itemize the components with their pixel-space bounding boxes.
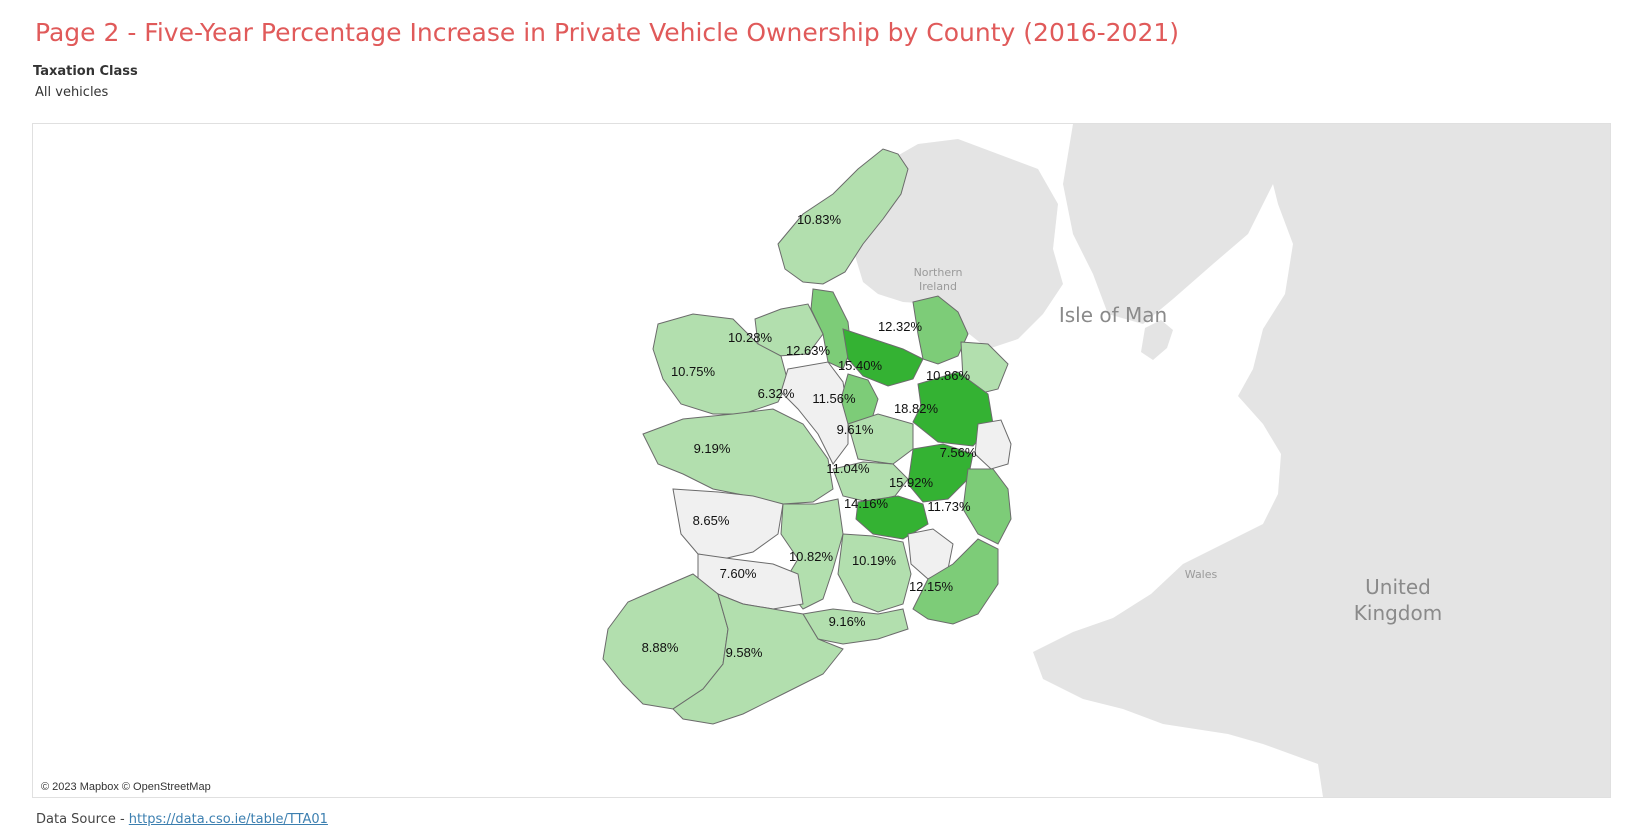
- county-clare[interactable]: [672, 488, 784, 560]
- uk-label-line1: United: [1365, 575, 1431, 599]
- value-label-clare: 8.65%: [693, 513, 730, 528]
- value-label-mayo: 10.75%: [671, 364, 716, 379]
- value-label-meath: 18.82%: [894, 401, 939, 416]
- value-label-monaghan: 12.32%: [878, 319, 923, 334]
- county-kildare[interactable]: [907, 443, 974, 503]
- county-galway[interactable]: [642, 408, 834, 505]
- map-canvas[interactable]: Northern Ireland Isle of Man Wales Unite…: [33, 124, 1610, 797]
- value-label-waterford: 9.16%: [829, 614, 866, 629]
- uk-label-line2: Kingdom: [1354, 601, 1442, 625]
- value-label-dublin: 7.56%: [940, 445, 977, 460]
- value-label-wicklow: 11.73%: [927, 499, 971, 514]
- value-label-kerry: 8.88%: [642, 640, 679, 655]
- value-label-sligo: 10.28%: [728, 330, 773, 345]
- county-shapes: [602, 148, 1012, 725]
- map-attribution[interactable]: © 2023 Mapbox © OpenStreetMap: [41, 781, 211, 793]
- map-view[interactable]: Northern Ireland Isle of Man Wales Unite…: [32, 123, 1611, 798]
- county-cork[interactable]: [672, 593, 844, 725]
- county-cavan[interactable]: [842, 328, 924, 387]
- county-meath[interactable]: [912, 371, 994, 447]
- scotland-land: [1063, 124, 1288, 324]
- data-source-link[interactable]: https://data.cso.ie/table/TTA01: [128, 812, 328, 827]
- value-label-laois: 14.16%: [844, 496, 889, 511]
- county-dublin[interactable]: [974, 419, 1012, 470]
- county-wexford[interactable]: [912, 538, 999, 625]
- county-wicklow[interactable]: [962, 468, 1012, 545]
- value-label-cavan: 15.40%: [838, 358, 883, 373]
- county-kilkenny[interactable]: [837, 533, 912, 613]
- value-label-wexford: 12.15%: [909, 579, 954, 594]
- northern-ireland-label-line2: Ireland: [919, 280, 957, 293]
- county-monaghan[interactable]: [912, 295, 969, 365]
- value-label-westmeath: 9.61%: [837, 422, 874, 437]
- data-source-prefix: Data Source -: [36, 812, 129, 827]
- county-waterford[interactable]: [802, 608, 909, 645]
- value-label-kilkenny: 10.19%: [852, 553, 897, 568]
- value-label-leitrim: 12.63%: [786, 343, 831, 358]
- isle-of-man-land: [1141, 320, 1173, 360]
- northern-ireland-label-line1: Northern: [914, 266, 963, 279]
- value-label-louth: 10.86%: [926, 368, 971, 383]
- value-label-donegal: 10.83%: [797, 212, 842, 227]
- county-laois[interactable]: [855, 495, 929, 540]
- value-label-longford: 11.56%: [812, 391, 856, 406]
- isle-of-man-label: Isle of Man: [1059, 303, 1167, 327]
- data-source-footer: Data Source - https://data.cso.ie/table/…: [36, 812, 328, 827]
- county-roscommon[interactable]: [780, 361, 849, 465]
- value-label-tipperary: 10.82%: [789, 549, 834, 564]
- county-offaly[interactable]: [832, 461, 909, 503]
- county-mayo[interactable]: [652, 313, 789, 415]
- value-label-limerick: 7.60%: [720, 566, 757, 581]
- value-label-galway: 9.19%: [694, 441, 731, 456]
- value-label-roscommon: 6.32%: [758, 386, 795, 401]
- wales-label: Wales: [1185, 568, 1218, 581]
- value-label-offaly: 11.04%: [826, 461, 870, 476]
- county-donegal[interactable]: [777, 148, 909, 285]
- filter-value[interactable]: All vehicles: [35, 85, 109, 100]
- great-britain-land: [1033, 124, 1610, 797]
- county-value-labels: 10.83% 10.28% 12.63% 12.32% 15.40% 10.75…: [642, 212, 977, 660]
- filter-label: Taxation Class: [33, 64, 138, 79]
- value-label-cork: 9.58%: [726, 645, 763, 660]
- value-label-kildare: 15.92%: [889, 475, 934, 490]
- northern-ireland-land: [853, 139, 1063, 349]
- page-title: Page 2 - Five-Year Percentage Increase i…: [35, 18, 1180, 47]
